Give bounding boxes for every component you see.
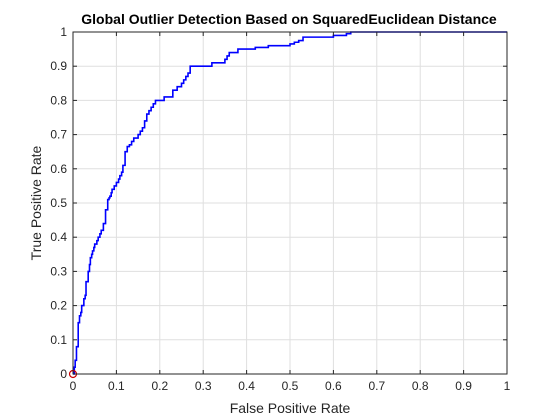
plot-area: 0 0.1 0.2 0.3 0.4 0.5 0.6 0.7 0.8 0.9 1 0 0.1 0.2 0.3… bbox=[50, 25, 510, 393]
y-axis-ticks: 0 0.1 0.2 0.3 0.4 0.5 0.6 0.7 0.8 0.9 1 bbox=[50, 25, 507, 381]
x-tick-label: 0.9 bbox=[455, 379, 472, 393]
x-tick-label: 0.2 bbox=[151, 379, 168, 393]
x-tick-label: 0.4 bbox=[238, 379, 255, 393]
x-tick-label: 0.1 bbox=[108, 379, 125, 393]
x-tick-label: 0.7 bbox=[368, 379, 385, 393]
y-tick-label: 0.4 bbox=[50, 230, 67, 244]
y-tick-label: 0 bbox=[60, 367, 67, 381]
x-axis-label: False Positive Rate bbox=[230, 400, 351, 416]
x-tick-label: 0.8 bbox=[412, 379, 429, 393]
y-tick-label: 0.3 bbox=[50, 264, 67, 278]
y-axis-label: True Positive Rate bbox=[28, 145, 44, 260]
y-tick-label: 0.8 bbox=[50, 93, 67, 107]
x-tick-label: 0.6 bbox=[325, 379, 342, 393]
y-tick-label: 0.7 bbox=[50, 128, 67, 142]
x-axis-ticks: 0 0.1 0.2 0.3 0.4 0.5 0.6 0.7 0.8 0.9 1 bbox=[70, 32, 511, 393]
x-tick-label: 1 bbox=[504, 379, 511, 393]
y-tick-label: 1 bbox=[60, 25, 67, 39]
y-tick-label: 0.1 bbox=[50, 333, 67, 347]
x-tick-label: 0 bbox=[70, 379, 77, 393]
chart-title: Global Outlier Detection Based on Square… bbox=[81, 11, 497, 27]
y-tick-label: 0.9 bbox=[50, 59, 67, 73]
x-tick-label: 0.5 bbox=[282, 379, 299, 393]
y-tick-label: 0.5 bbox=[50, 196, 67, 210]
y-tick-label: 0.2 bbox=[50, 299, 67, 313]
x-tick-label: 0.3 bbox=[195, 379, 212, 393]
roc-curve-line bbox=[73, 31, 507, 375]
y-tick-label: 0.6 bbox=[50, 162, 67, 176]
